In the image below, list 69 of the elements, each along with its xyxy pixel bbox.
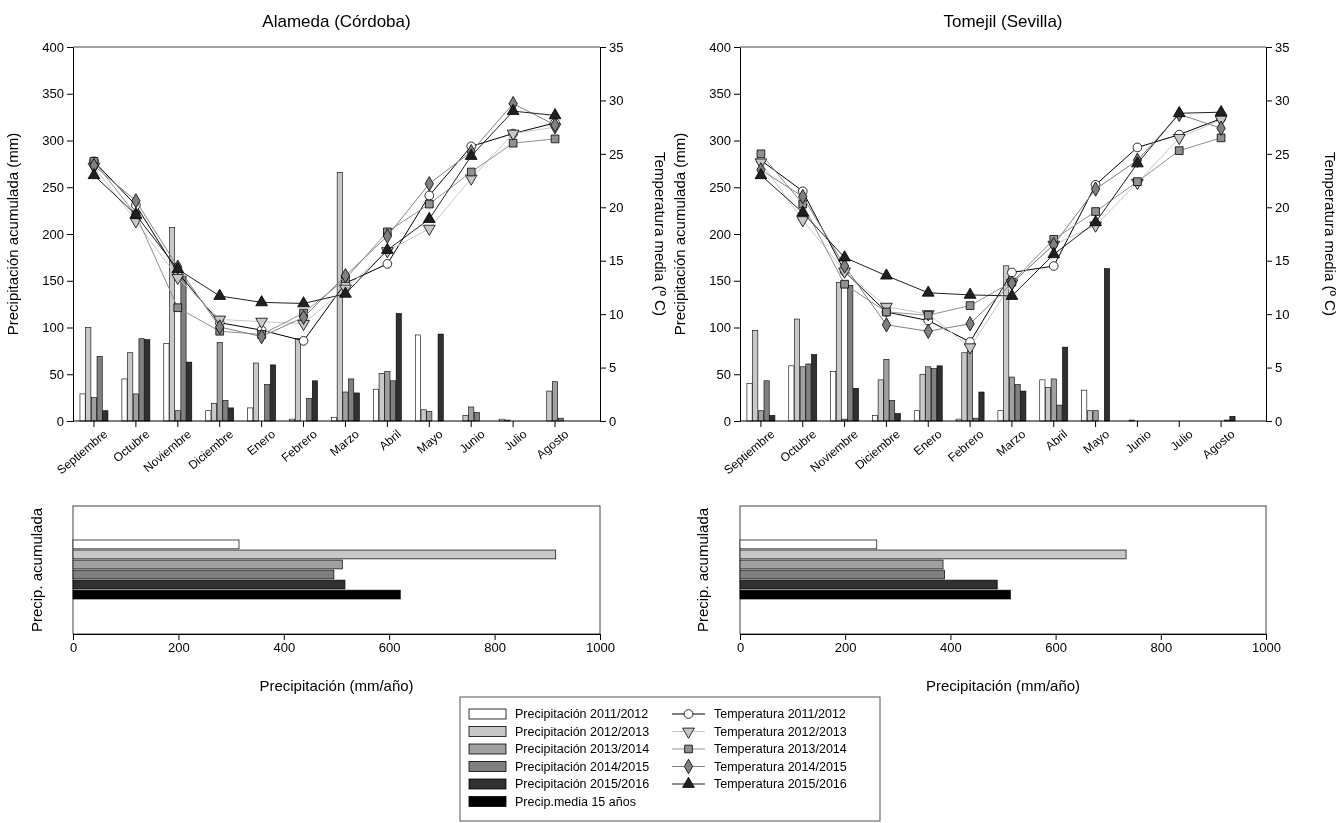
y-tick-label: 0	[56, 413, 64, 429]
legend-label: Precipitación 2015/2016	[515, 777, 650, 792]
y2-tick-label: 25	[609, 146, 624, 162]
legend-label: Precipitación 2013/2014	[515, 742, 650, 757]
y-axis-title: Precip. acumulada	[694, 507, 711, 633]
y-tick-label: 250	[709, 179, 731, 195]
y-tick-label: 50	[716, 366, 731, 382]
x-tick-label: Julio	[501, 426, 530, 454]
y2-tick-label: 0	[609, 413, 617, 429]
y-tick-label: 0	[723, 413, 731, 429]
x-axis-title: Precipitación (mm/año)	[259, 677, 414, 694]
legend-label: Precipitación 2011/2012	[515, 707, 649, 722]
y2-tick-label: 15	[1275, 253, 1290, 269]
legend-label: Temperatura 2012/2013	[714, 724, 847, 739]
x-tick-label: 0	[69, 640, 78, 656]
x-tick-label: 1000	[586, 640, 615, 656]
y2-tick-label: 20	[1275, 199, 1290, 215]
text: Precip.media 15 años	[515, 794, 636, 809]
y2-axis-title: Temperatura media (º C)	[1322, 152, 1339, 316]
y-tick-label: 400	[709, 39, 731, 55]
y2-tick-label: 15	[609, 253, 624, 269]
y-tick-label: 50	[49, 366, 64, 382]
x-tick-label: Julio	[1167, 426, 1196, 454]
legend-label: Precipitación 2014/2015	[515, 759, 650, 774]
y2-tick-label: 10	[609, 306, 624, 322]
x-axis-title: Precipitación (mm/año)	[925, 677, 1081, 694]
legend-label: Precipitación 2012/2013	[515, 724, 650, 739]
y-tick-label: 350	[709, 86, 731, 102]
y-tick-label: 100	[42, 320, 64, 336]
legend-label: Temperatura 2013/2014	[714, 742, 847, 757]
x-tick-label: 600	[1045, 640, 1067, 656]
y-tick-label: 100	[709, 320, 731, 336]
y2-tick-label: 5	[609, 360, 617, 376]
x-tick-label: 800	[484, 640, 506, 656]
y2-axis-title: Temperatura media (º C)	[652, 152, 669, 316]
x-tick-label: 0	[736, 640, 745, 656]
y-tick-label: 350	[42, 86, 64, 102]
x-tick-label: 200	[168, 640, 190, 656]
y2-tick-label: 35	[1275, 39, 1290, 55]
y-tick-label: 400	[42, 39, 64, 55]
y-tick-label: 300	[42, 133, 64, 149]
x-tick-label: 800	[1150, 640, 1173, 656]
legend-label: Temperatura 2011/2012	[714, 707, 846, 722]
y2-tick-label: 30	[1275, 93, 1290, 109]
y-tick-label: 300	[709, 133, 731, 149]
y-tick-label: 250	[42, 179, 64, 195]
y-axis-title: Precipitación acumulada (mm)	[4, 132, 21, 336]
x-tick-label: 400	[273, 640, 296, 656]
y-tick-label: 200	[42, 226, 64, 242]
y2-tick-label: 5	[1275, 360, 1283, 376]
legend-label: Temperatura 2014/2015	[714, 759, 847, 774]
y2-tick-label: 35	[609, 39, 624, 55]
x-tick-label: 600	[378, 640, 401, 656]
y-tick-label: 150	[42, 273, 64, 289]
y2-tick-label: 0	[1275, 413, 1283, 429]
chart-title: Alameda (Córdoba)	[262, 12, 411, 31]
y-axis-title: Precipitación acumulada (mm)	[671, 132, 688, 336]
y2-tick-label: 20	[609, 199, 624, 215]
x-tick-label: 400	[940, 640, 962, 656]
legend-label: Temperatura 2015/2016	[714, 777, 847, 792]
y2-tick-label: 30	[609, 93, 624, 109]
y2-tick-label: 25	[1275, 146, 1290, 162]
x-tick-label: 1000	[1252, 640, 1281, 656]
y2-tick-label: 10	[1275, 306, 1290, 322]
y-tick-label: 200	[709, 226, 731, 242]
chart-title: Tomejil (Sevilla)	[943, 12, 1063, 31]
x-tick-label: 200	[834, 640, 857, 656]
y-tick-label: 150	[709, 273, 731, 289]
y-axis-title: Precip. acumulada	[28, 507, 45, 633]
